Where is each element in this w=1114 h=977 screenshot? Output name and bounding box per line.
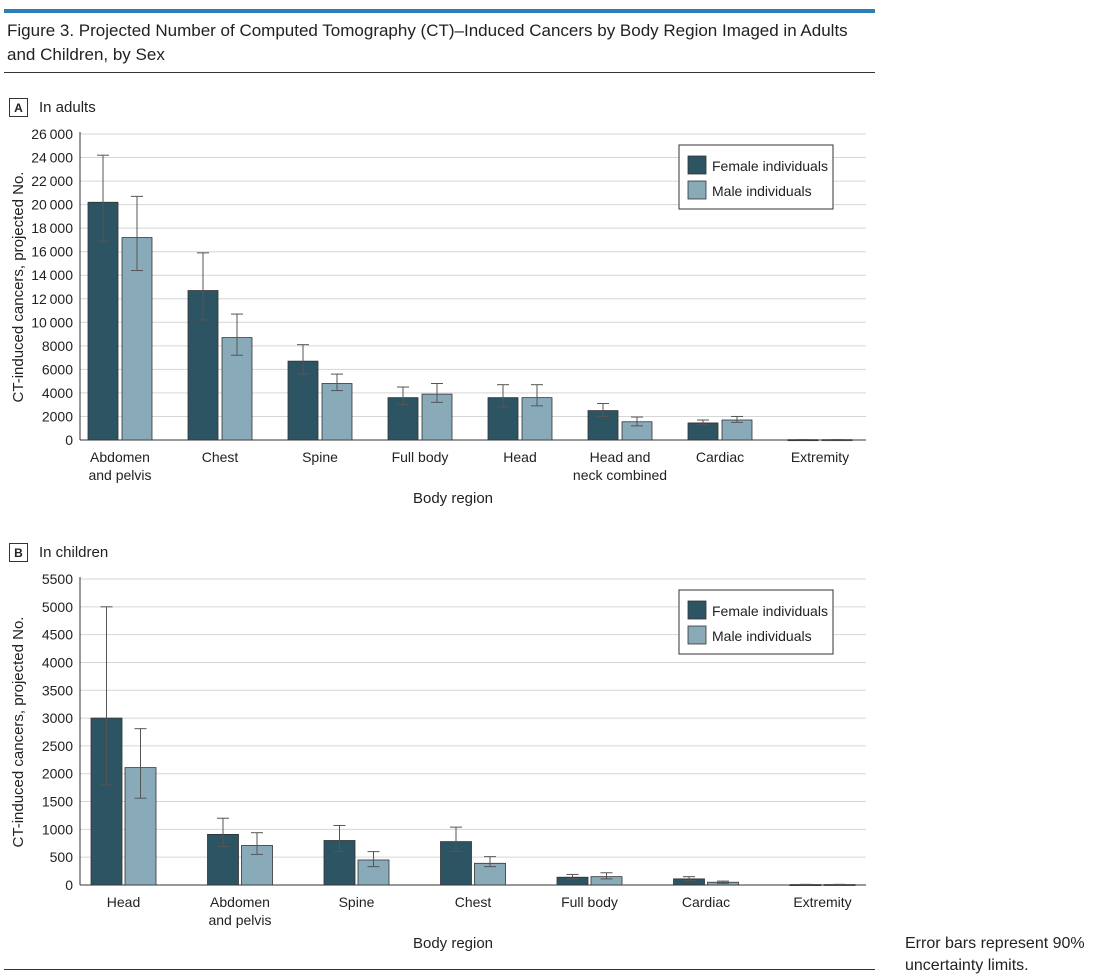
x-category-label-line: Extremity [793, 894, 851, 910]
legend-box [678, 589, 834, 655]
x-category-label-line: Head [503, 449, 536, 465]
x-axis-title: Body region [413, 935, 493, 952]
x-category-label: Extremity [793, 894, 851, 910]
x-category-label-line: Cardiac [682, 894, 730, 910]
y-tick-label: 18 000 [31, 220, 73, 236]
male-bar [721, 419, 753, 441]
panel-a-label: In adults [39, 99, 96, 116]
x-category-label: Full body [561, 894, 618, 910]
y-tick-label: 4500 [42, 627, 73, 643]
x-category-label: Head [107, 894, 140, 910]
y-tick-label: 5000 [42, 599, 73, 615]
panel-a-letter: A [9, 98, 28, 117]
x-category-label-line: Full body [392, 449, 449, 465]
y-tick-label: 16 000 [31, 244, 73, 260]
x-category-label: Spine [339, 894, 375, 910]
female-bar [687, 422, 719, 441]
x-category-label-line: Chest [202, 449, 239, 465]
x-category-label: Head and neck combined [573, 449, 667, 483]
x-category-label-line: Extremity [791, 449, 849, 465]
y-axis-title: CT-induced cancers, projected No. [10, 617, 27, 848]
panel-b-letter: B [9, 543, 28, 562]
panel-a-header: A In adults [9, 97, 96, 118]
x-category-label-line: Head and [590, 449, 651, 465]
legend-label: Male individuals [712, 183, 812, 199]
x-category-label-line: Spine [302, 449, 338, 465]
x-category-label-line: Abdomen [90, 449, 150, 465]
adults-bar-chart: 0 2000 4000 6000 8000 10 000 12 000 14 000 16 00… [10, 126, 866, 507]
x-category-label: Cardiac [696, 449, 744, 465]
x-category-label-line: Head [107, 894, 140, 910]
y-tick-label: 2000 [42, 766, 73, 782]
y-tick-label: 1500 [42, 794, 73, 810]
x-category-label: Head [503, 449, 536, 465]
y-tick-label: 10 000 [31, 314, 73, 330]
x-category-label-line: neck combined [573, 467, 667, 483]
x-category-label-line: Spine [339, 894, 375, 910]
x-category-label-line: and pelvis [208, 912, 271, 928]
female-legend-swatch [687, 155, 707, 175]
x-category-label: Cardiac [682, 894, 730, 910]
x-category-label: Full body [392, 449, 449, 465]
y-tick-label: 3000 [42, 710, 73, 726]
y-tick-label: 3500 [42, 682, 73, 698]
top-accent-rule [4, 9, 875, 13]
x-category-label-line: Chest [455, 894, 492, 910]
male-legend-swatch [687, 625, 707, 645]
x-category-label: Chest [455, 894, 492, 910]
female-legend-swatch [687, 600, 707, 620]
title-rule [4, 72, 875, 73]
x-category-label: Chest [202, 449, 239, 465]
legend-label: Male individuals [712, 628, 812, 644]
x-category-label-line: Abdomen [210, 894, 270, 910]
female-bar [87, 201, 119, 441]
x-category-label-line: and pelvis [88, 467, 151, 483]
y-tick-label: 20 000 [31, 197, 73, 213]
y-tick-label: 5500 [42, 571, 73, 587]
panel-b-label: In children [39, 544, 109, 561]
x-category-label-line: Full body [561, 894, 618, 910]
male-legend-swatch [687, 180, 707, 200]
figure-title: Figure 3. Projected Number of Computed T… [7, 21, 848, 64]
female-bar [487, 397, 519, 441]
y-tick-label: 2000 [42, 408, 73, 424]
y-tick-label: 4000 [42, 654, 73, 670]
panel-b-header: B In children [9, 542, 108, 563]
children-bar-chart: 0 500 1000 1500 2000 2500 3000 3500 4000 4500 5000… [10, 571, 866, 952]
x-category-label: Spine [302, 449, 338, 465]
y-tick-label: 14 000 [31, 267, 73, 283]
error-bar-note: Error bars represent 90% uncertainty lim… [905, 935, 1085, 974]
y-tick-label: 26 000 [31, 126, 73, 142]
y-tick-label: 1000 [42, 821, 73, 837]
y-tick-label: 8000 [42, 338, 73, 354]
x-category-label-line: Cardiac [696, 449, 744, 465]
x-axis-title: Body region [413, 490, 493, 507]
x-category-label: Abdomen and pelvis [88, 449, 151, 483]
bottom-rule [4, 969, 875, 970]
male-bar [321, 383, 353, 441]
legend-label: Female individuals [712, 603, 828, 619]
y-tick-label: 500 [50, 849, 74, 865]
y-tick-label: 2500 [42, 738, 73, 754]
y-tick-label: 24 000 [31, 150, 73, 166]
y-tick-label: 6000 [42, 361, 73, 377]
legend-label: Female individuals [712, 158, 828, 174]
y-tick-label: 4000 [42, 385, 73, 401]
y-tick-label: 0 [65, 877, 73, 893]
x-category-label: Extremity [791, 449, 849, 465]
y-axis-title: CT-induced cancers, projected No. [10, 172, 27, 403]
y-tick-label: 0 [65, 432, 73, 448]
y-tick-label: 12 000 [31, 291, 73, 307]
y-tick-label: 22 000 [31, 173, 73, 189]
x-category-label: Abdomen and pelvis [208, 894, 271, 928]
